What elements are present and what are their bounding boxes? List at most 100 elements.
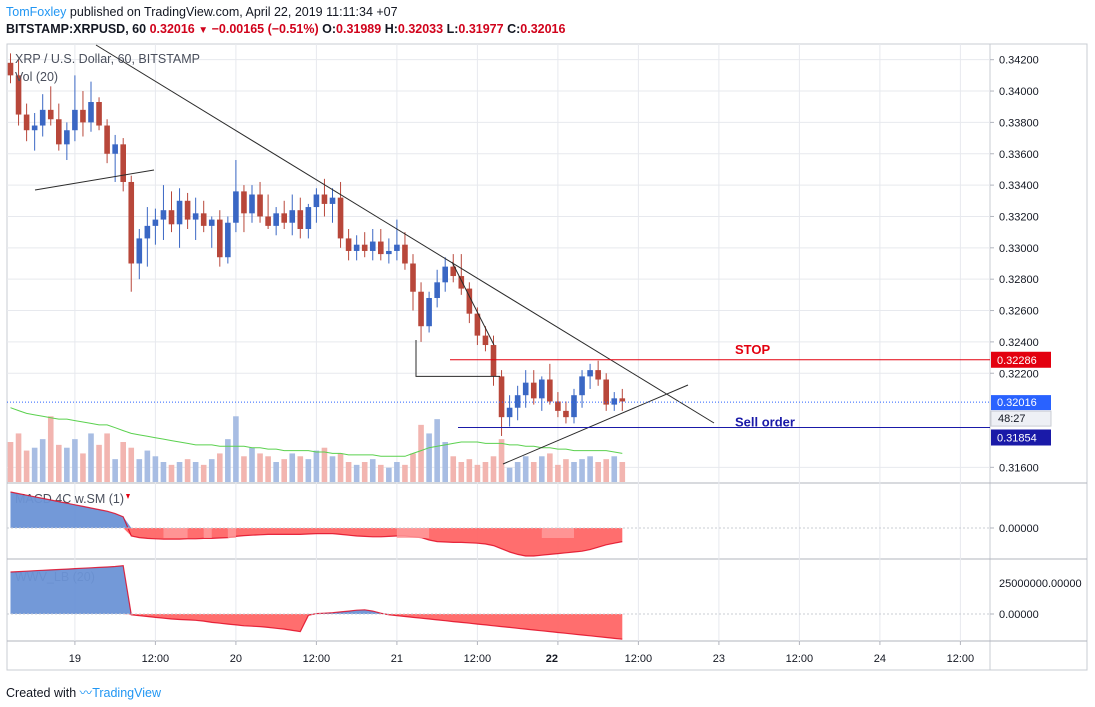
volume-bar <box>88 433 94 482</box>
x-tick-label: 12:00 <box>625 653 653 665</box>
x-tick-label: 19 <box>69 653 81 665</box>
tradingview-brand[interactable]: TradingView <box>92 686 161 700</box>
x-tick-label: 22 <box>546 653 558 665</box>
macd-histogram-band <box>541 528 574 538</box>
sell-price-tag-text: 0.31854 <box>997 432 1037 444</box>
candle-body <box>176 200 183 225</box>
volume-bar <box>458 462 465 482</box>
volume-bar <box>450 456 457 482</box>
x-tick-label: 12:00 <box>464 653 492 665</box>
candle-body <box>555 401 561 411</box>
volume-bar <box>112 459 118 482</box>
candle-body <box>466 288 473 314</box>
candle-body <box>514 395 521 408</box>
y-tick-label: 0.33800 <box>999 117 1039 129</box>
volume-bar <box>192 462 199 482</box>
macd-histogram-band <box>203 528 212 538</box>
candle-body <box>539 379 545 399</box>
candle-body <box>490 345 497 377</box>
candle-body <box>200 213 207 226</box>
y-tick-label: 0.32400 <box>999 337 1039 349</box>
volume-bar <box>289 453 296 482</box>
range-box-line <box>415 340 500 377</box>
x-tick-label: 21 <box>391 653 403 665</box>
candle-body <box>136 238 143 264</box>
ohlc-close-value: 0.32016 <box>520 22 566 36</box>
candle-body <box>611 398 618 405</box>
candle-body <box>192 213 199 220</box>
volume-bar <box>208 459 215 482</box>
price-change: −0.00165 (−0.51%) <box>211 22 319 36</box>
candle-body <box>265 216 271 226</box>
volume-bar <box>96 444 102 482</box>
x-tick-label: 23 <box>713 653 725 665</box>
candle-body <box>281 213 287 223</box>
volume-bar <box>571 462 577 482</box>
y-tick-label: 0.32200 <box>999 368 1039 380</box>
candle-body <box>474 313 481 336</box>
countdown-tag <box>990 410 1052 427</box>
macd-positive-area <box>10 492 623 528</box>
candle-body <box>233 191 239 223</box>
y-tick-label: 0.34000 <box>999 86 1039 98</box>
volume-bar <box>442 442 448 482</box>
volume-bar <box>104 433 110 482</box>
candle-body <box>394 244 400 251</box>
candle-body <box>305 207 312 230</box>
ohlc-close-label: C: <box>507 22 521 36</box>
author-link[interactable]: TomFoxley <box>6 5 67 19</box>
candle-body <box>289 210 296 223</box>
y-tick-label: 0.32800 <box>999 274 1039 286</box>
candle-body <box>15 75 22 115</box>
volume-bar <box>418 424 424 482</box>
volume-bar <box>160 462 167 482</box>
volume-ma-line <box>10 407 623 457</box>
x-tick-label: 12:00 <box>947 653 975 665</box>
candle-body <box>168 210 175 225</box>
candle-body <box>434 282 440 298</box>
volume-bar <box>514 462 521 482</box>
volume-bar <box>168 464 175 482</box>
volume-bar <box>72 439 78 482</box>
candle-body <box>563 410 569 418</box>
volume-bar <box>579 459 585 482</box>
volume-bar <box>394 462 400 482</box>
candle-body <box>72 109 78 131</box>
volume-bar <box>587 456 593 482</box>
candle-body <box>128 181 135 264</box>
volume-bar <box>506 467 513 482</box>
wwv-negative-area <box>10 614 623 640</box>
volume-bar <box>619 462 626 482</box>
volume-bar <box>563 459 569 482</box>
volume-bar <box>64 447 70 482</box>
volume-bar <box>15 433 22 482</box>
ohlc-low-value: 0.31977 <box>458 22 504 36</box>
macd-dropdown-icon <box>126 494 130 499</box>
volume-bar <box>281 459 287 482</box>
stop-price-tag-text: 0.32286 <box>997 355 1037 367</box>
tradingview-logo-icon[interactable]: 〰 <box>79 686 93 700</box>
volume-bar <box>369 459 376 482</box>
volume-bar <box>152 456 159 482</box>
volume-bar <box>47 416 54 482</box>
volume-bar <box>265 456 271 482</box>
volume-bar <box>611 456 618 482</box>
candle-body <box>152 219 159 226</box>
volume-bar <box>31 447 38 482</box>
candle-body <box>442 266 448 283</box>
volume-bar <box>225 439 231 482</box>
ohlc-high-value: 0.32033 <box>397 22 444 36</box>
y-tick-label: 0.33000 <box>999 243 1039 255</box>
candle-body <box>498 376 505 418</box>
volume-bar <box>426 433 432 482</box>
candle-body <box>321 194 328 204</box>
candle-body <box>313 194 320 208</box>
x-tick-label: 24 <box>874 653 886 665</box>
candle-body <box>458 276 465 289</box>
volume-bar <box>39 439 46 482</box>
candle-body <box>88 102 94 123</box>
ascending-trendline <box>502 384 689 465</box>
candle-body <box>450 266 457 277</box>
candle-body <box>184 200 191 220</box>
